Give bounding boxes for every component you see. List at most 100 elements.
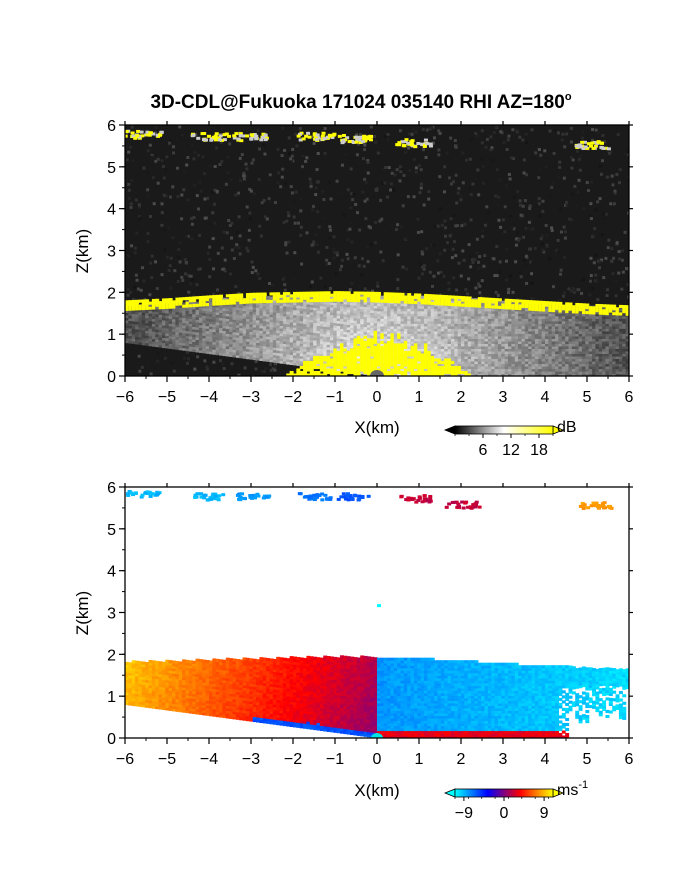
- noise-cell: [160, 159, 164, 163]
- reflectivity-cell: [353, 335, 358, 339]
- reflectivity-cell: [343, 343, 348, 348]
- reflectivity-cell: [138, 341, 143, 345]
- noise-cell: [537, 148, 541, 152]
- reflectivity-near-cell: [306, 373, 311, 376]
- reflectivity-cell: [293, 324, 297, 328]
- reflectivity-cell: [215, 342, 220, 346]
- reflectivity-cell: [279, 322, 284, 327]
- reflectivity-band-cell: [245, 295, 250, 299]
- noise-cell: [242, 174, 246, 178]
- reflectivity-near-cell: [350, 360, 355, 365]
- noise-cell: [196, 153, 200, 157]
- reflectivity-near-cell: [393, 360, 398, 365]
- reflectivity-cell: [282, 348, 287, 352]
- reflectivity-cell: [387, 368, 392, 372]
- reflectivity-cell: [256, 309, 260, 313]
- reflectivity-cell: [212, 313, 217, 318]
- reflectivity-cell: [457, 325, 462, 329]
- reflectivity-cell: [430, 350, 435, 355]
- reflectivity-cell: [225, 313, 230, 317]
- reflectivity-band-cell: [430, 296, 435, 300]
- reflectivity-band-cell: [313, 291, 318, 295]
- reflectivity-cell: [313, 304, 318, 308]
- noise-cell: [179, 210, 183, 214]
- reflectivity-cell: [266, 343, 271, 347]
- noise-cell: [594, 279, 598, 283]
- reflectivity-band-cell: [410, 295, 415, 299]
- reflectivity-band-cell: [225, 294, 230, 298]
- reflectivity-cell: [299, 358, 304, 362]
- noise-cell: [332, 248, 336, 252]
- reflectivity-cell: [417, 320, 422, 324]
- reflectivity-cell: [400, 328, 405, 332]
- noise-cell: [186, 198, 190, 202]
- noise-cell: [366, 160, 370, 164]
- reflectivity-cell: [178, 322, 183, 326]
- reflectivity-band-cell: [387, 299, 392, 303]
- reflectivity-band-cell: [407, 298, 412, 302]
- reflectivity-band-cell: [326, 298, 331, 302]
- reflectivity-cell: [282, 353, 287, 357]
- reflectivity-cell: [303, 300, 308, 305]
- reflectivity-cell: [222, 347, 227, 352]
- reflectivity-cell: [202, 325, 207, 329]
- reflectivity-near-cell: [340, 360, 344, 365]
- reflectivity-cell: [390, 320, 395, 324]
- reflectivity-cell: [188, 340, 193, 345]
- reflectivity-cell: [393, 340, 398, 344]
- noise-cell: [529, 217, 533, 221]
- reflectivity-cell: [360, 318, 365, 322]
- reflectivity-cell: [175, 314, 180, 318]
- noise-cell: [168, 139, 172, 143]
- reflectivity-cell: [417, 348, 422, 352]
- reflectivity-near-cell: [420, 370, 425, 375]
- reflectivity-cell: [155, 333, 160, 338]
- reflectivity-band-cell: [356, 296, 361, 300]
- noise-cell: [422, 203, 426, 207]
- reflectivity-cell: [182, 312, 187, 316]
- reflectivity-cell: [450, 323, 455, 327]
- reflectivity-cell: [256, 344, 260, 348]
- reflectivity-cell: [370, 324, 375, 329]
- reflectivity-near-cell: [377, 343, 381, 347]
- reflectivity-cell: [178, 342, 183, 346]
- reflectivity-cell: [205, 340, 210, 344]
- noise-cell: [610, 174, 614, 178]
- reflectivity-cell: [336, 322, 341, 327]
- reflectivity-cell: [437, 318, 442, 322]
- reflectivity-cell: [276, 309, 281, 314]
- reflectivity-cell: [434, 338, 439, 342]
- reflectivity-cell: [289, 296, 294, 300]
- reflectivity-cell: [141, 324, 146, 328]
- reflectivity-cell: [306, 326, 311, 330]
- reflectivity-cell: [256, 314, 260, 318]
- reflectivity-band-cell: [215, 299, 220, 303]
- reflectivity-cell: [323, 308, 328, 312]
- reflectivity-cell: [282, 343, 287, 347]
- noise-cell: [137, 354, 141, 358]
- noise-cell: [297, 221, 301, 225]
- noise-cell: [256, 129, 260, 133]
- reflectivity-cell: [242, 312, 247, 317]
- reflectivity-cell: [350, 307, 355, 311]
- noise-cell: [565, 200, 569, 204]
- reflectivity-band-cell: [256, 300, 260, 304]
- reflectivity-cell: [393, 305, 398, 309]
- noise-cell: [626, 153, 629, 157]
- reflectivity-cell: [158, 321, 163, 326]
- noise-cell: [374, 140, 378, 144]
- reflectivity-cell: [461, 360, 465, 365]
- reflectivity-near-cell: [353, 365, 358, 370]
- reflectivity-cell: [161, 342, 166, 346]
- reflectivity-near-cell: [400, 373, 405, 376]
- noise-cell: [493, 274, 497, 278]
- reflectivity-near-cell: [306, 360, 311, 365]
- reflectivity-cell: [323, 353, 328, 357]
- reflectivity-cell: [461, 373, 465, 376]
- reflectivity-cell: [135, 326, 140, 330]
- reflectivity-cell: [447, 308, 452, 312]
- reflectivity-band-cell: [467, 299, 472, 303]
- reflectivity-cell: [430, 325, 435, 329]
- reflectivity-cell: [387, 320, 392, 324]
- reflectivity-cell: [172, 328, 176, 332]
